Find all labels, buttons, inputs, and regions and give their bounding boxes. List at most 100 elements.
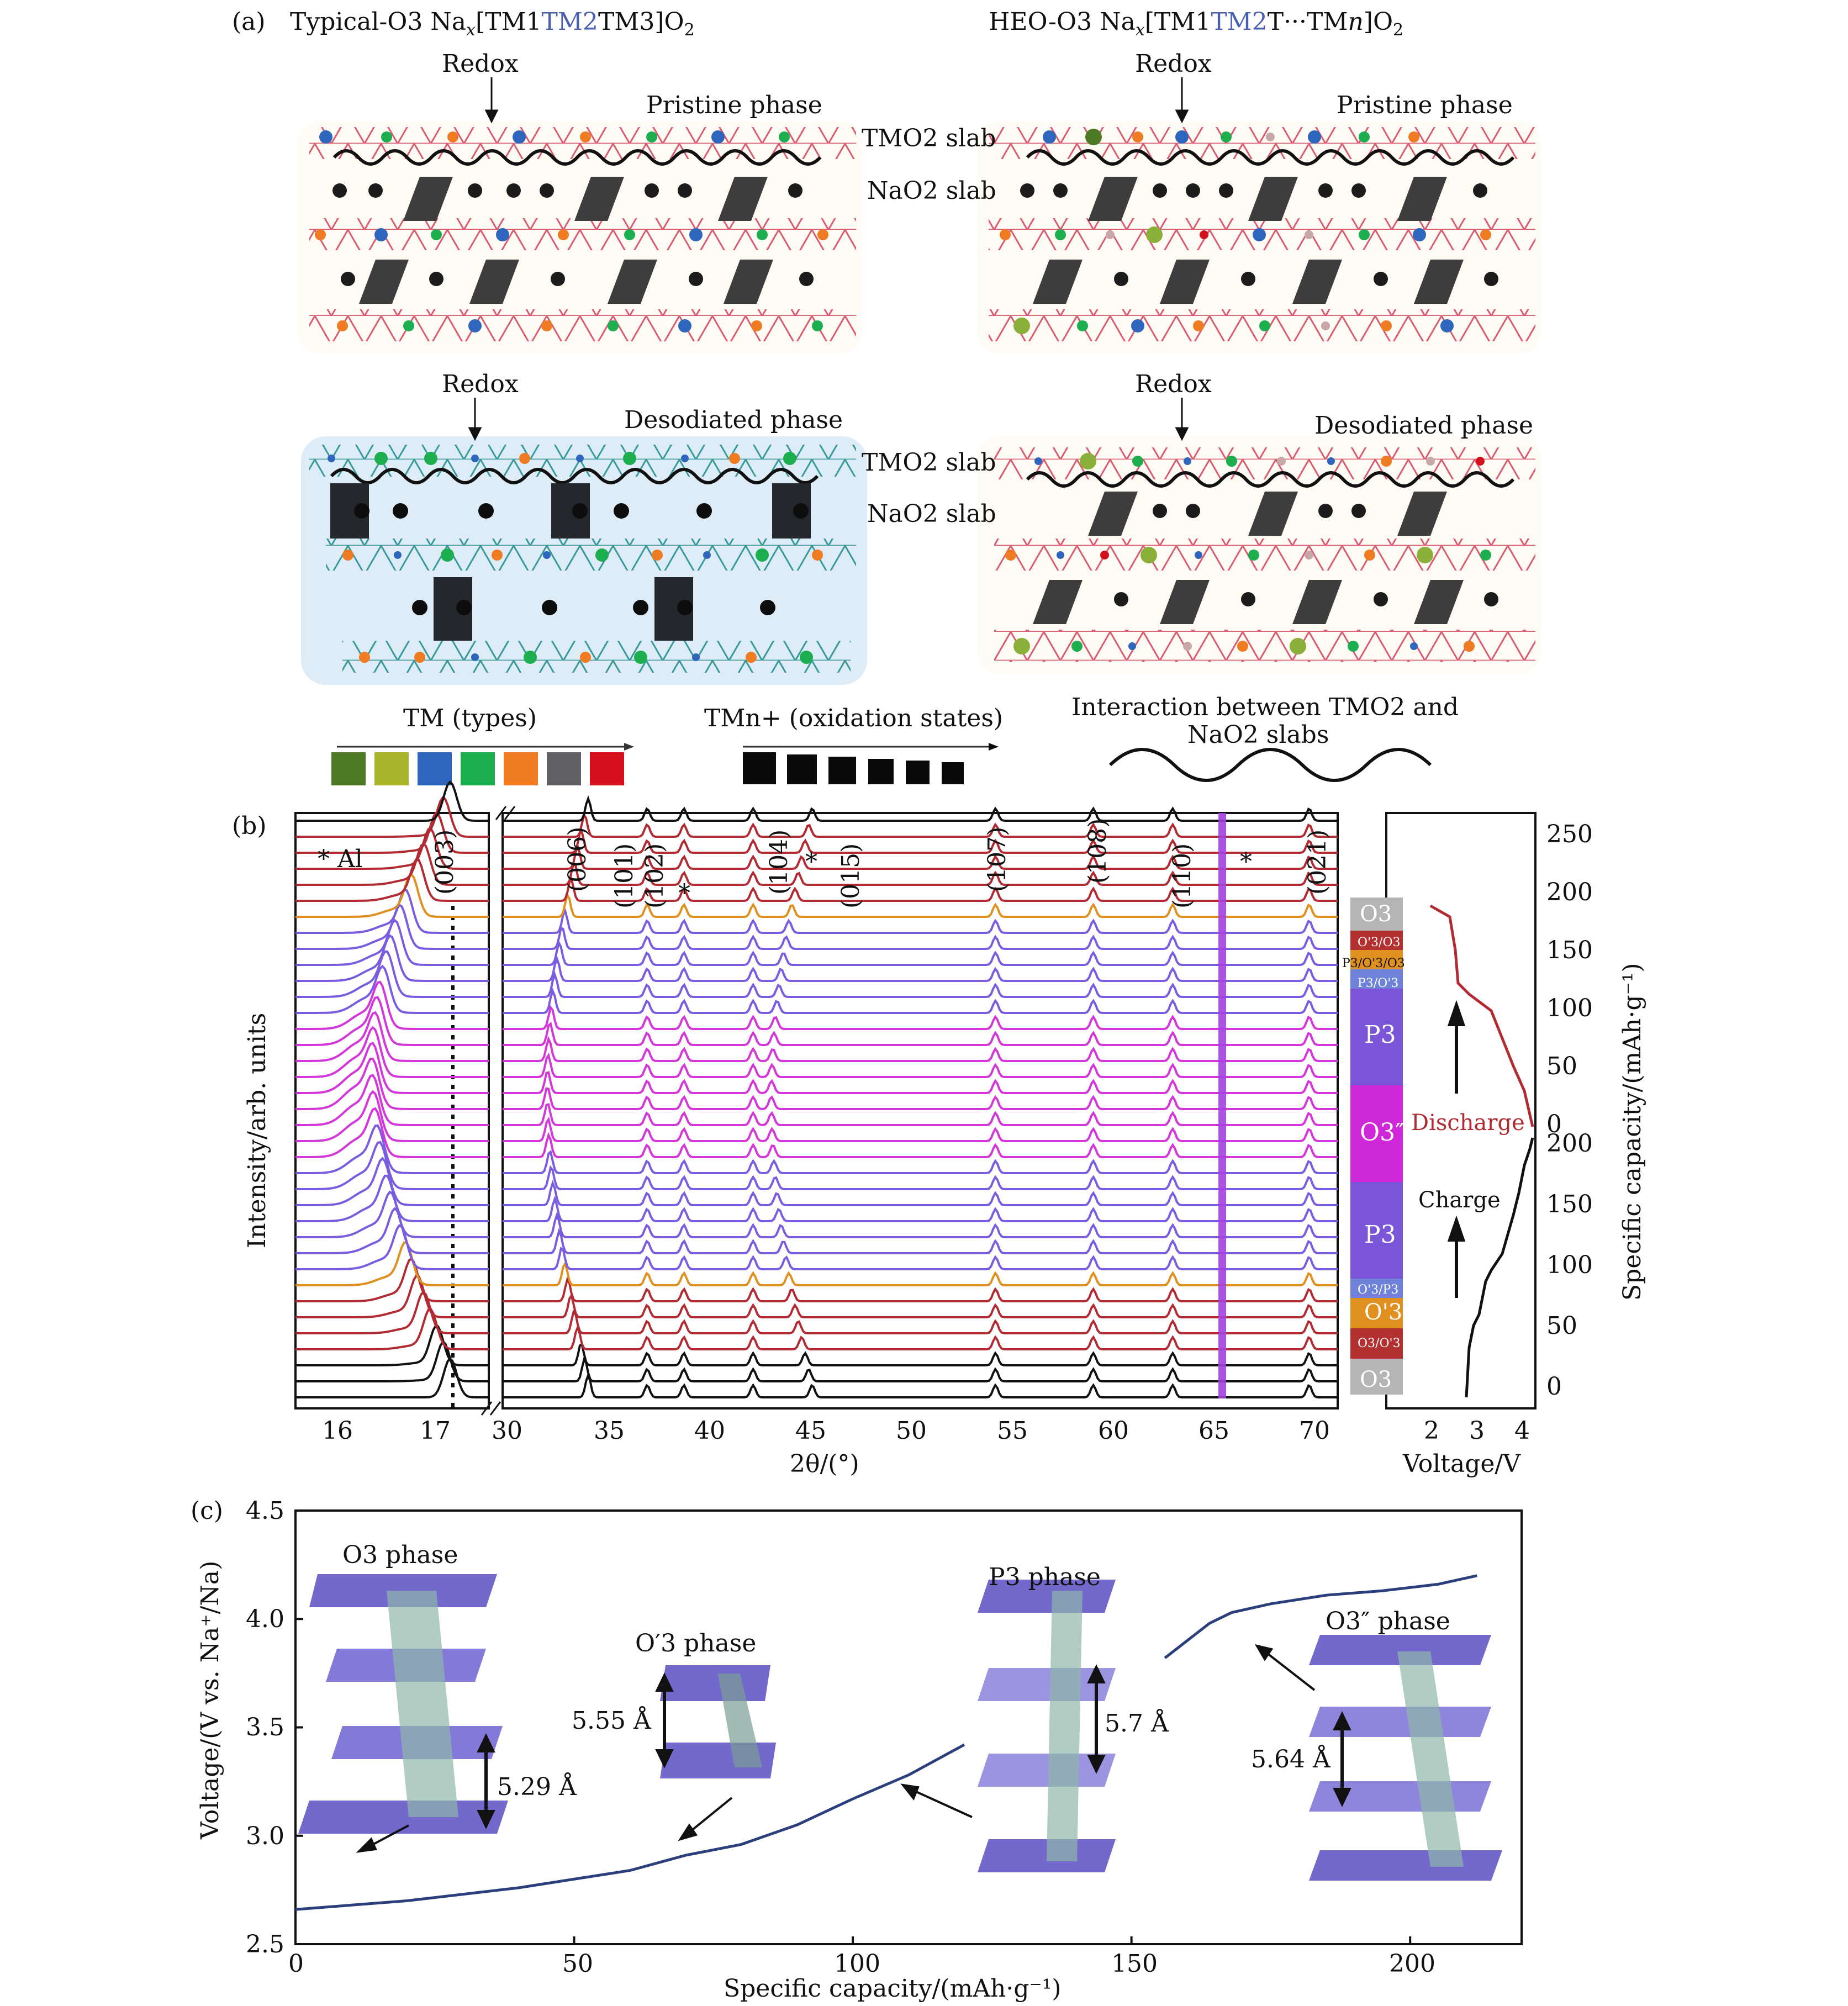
redox-label-1: Redox <box>442 50 519 78</box>
xrd-trace-left <box>295 1324 489 1366</box>
d-spacing-57: 5.7 Å <box>1105 1709 1169 1738</box>
xrd-trace-right <box>503 843 1338 870</box>
tm-swatch-6 <box>590 752 624 785</box>
phase-segment <box>1350 1328 1403 1359</box>
cap-tick-150b: 150 <box>1546 1190 1593 1218</box>
desodiated-phase-left: Desodiated phase <box>624 406 843 434</box>
xrd-trace-right <box>503 971 1338 998</box>
panel-a-title-right: HEO-O3 Nax[TM1TM2T···TMn]O2 <box>989 8 1404 40</box>
xrd-trace-right <box>503 877 1338 902</box>
pristine-phase-right: Pristine phase <box>1337 91 1513 119</box>
cap-tick-0b: 0 <box>1546 1372 1562 1401</box>
xrd-trace-right <box>503 861 1338 886</box>
chart-c-xlabel: Specific capacity/(mAh·g⁻¹) <box>724 1975 1062 2003</box>
o3-phase-label: O3 phase <box>342 1541 458 1569</box>
chart-c-ylabel: Voltage/(V vs. Na⁺/Na) <box>196 1560 224 1839</box>
tm-swatch-1 <box>374 752 409 785</box>
xrd-trace-right <box>503 812 1338 838</box>
xrd-xlabel: 2θ/(°) <box>790 1450 859 1478</box>
tmo2-slab-label-2: TMO2 slab <box>862 448 996 477</box>
discharge-label: Discharge <box>1411 1110 1525 1136</box>
o3p-phase-inset <box>660 1665 776 1778</box>
redox-label-4: Redox <box>1135 370 1212 398</box>
xrd-trace-right <box>503 1052 1338 1078</box>
xrd-trace-right <box>503 1309 1338 1334</box>
o3-phase-inset <box>298 1574 508 1834</box>
xrd-trace-right <box>503 1087 1338 1110</box>
tm-swatch-4 <box>504 752 538 785</box>
x-tick-c-100: 100 <box>834 1950 880 1978</box>
xrd-trace-left <box>295 1074 489 1126</box>
xrd-trace-left <box>295 1241 489 1286</box>
legend-tm-types <box>331 743 634 785</box>
xrd-trace-left <box>295 1257 489 1302</box>
xrd-trace-right <box>503 1005 1338 1030</box>
desodiated-phase-right: Desodiated phase <box>1314 411 1534 440</box>
phase-segment <box>1350 969 1403 989</box>
phase-segment <box>1350 1085 1403 1182</box>
xrd-trace-left <box>295 1290 489 1334</box>
xrd-trace-left <box>295 1057 489 1110</box>
xrd-trace-right <box>503 1247 1338 1270</box>
xrd-trace-left <box>295 950 489 998</box>
desodiated-left-structure <box>309 445 856 673</box>
xrd-trace-right <box>503 892 1338 918</box>
cap-tick-250: 250 <box>1546 820 1593 848</box>
xrd-trace-left <box>295 1011 489 1062</box>
cap-tick-100a: 100 <box>1546 994 1593 1022</box>
xrd-trace-left <box>295 1207 489 1254</box>
xrd-trace-right <box>503 1371 1338 1398</box>
phase-segment <box>1350 950 1403 969</box>
y-tick-2-5: 2.5 <box>246 1930 284 1959</box>
legend-tm-types-label: TM (types) <box>403 704 537 732</box>
d-spacing-555: 5.55 Å <box>572 1707 651 1735</box>
xrd-trace-right <box>503 1132 1338 1159</box>
pristine-left-structure <box>309 127 856 341</box>
x-tick-16: 16 <box>322 1417 353 1445</box>
xrd-trace-left <box>295 1107 489 1158</box>
v-tick-4: 4 <box>1514 1417 1530 1445</box>
xrd-trace-right <box>503 1103 1338 1126</box>
legend-oxidation-label: TMn+ (oxidation states) <box>704 704 1004 732</box>
peak-star-2: * <box>805 848 817 876</box>
tmo2-slab-label-1: TMO2 slab <box>862 124 996 152</box>
cap-tick-50a: 50 <box>1546 1052 1577 1080</box>
phase-segment <box>1350 1182 1403 1279</box>
xrd-trace-right <box>503 1180 1338 1206</box>
xrd-trace-left <box>295 1307 489 1350</box>
voltage-series-charge-high <box>1164 1574 1477 1659</box>
x-tick-45: 45 <box>795 1417 826 1445</box>
xrd-trace-left <box>295 780 489 822</box>
xrd-trace-right <box>503 1116 1338 1142</box>
xrd-trace-left <box>295 1124 489 1174</box>
charge-label: Charge <box>1418 1187 1501 1213</box>
redox-arrows <box>468 77 1189 441</box>
phase-segment <box>1350 931 1403 950</box>
discharge-curve <box>1429 904 1534 1127</box>
xrd-trace-left <box>295 889 489 934</box>
pristine-phase-left: Pristine phase <box>646 91 822 119</box>
legend-interaction-label-2: NaO2 slabs <box>1187 721 1329 749</box>
y-tick-3-0: 3.0 <box>246 1822 284 1850</box>
o3p-phase-label: O′3 phase <box>635 1629 757 1657</box>
phase-segment <box>1350 1279 1403 1298</box>
phase-o3-o3p: O3/O'3 <box>1358 1337 1401 1350</box>
x-tick-65: 65 <box>1198 1417 1229 1445</box>
phase-o3-bottom: O3 <box>1360 1367 1392 1392</box>
cap-tick-100b: 100 <box>1546 1251 1593 1279</box>
y-tick-4-5: 4.5 <box>246 1497 284 1525</box>
legend-wave <box>1108 748 1432 782</box>
legend-oxidation-states <box>743 743 999 784</box>
xrd-trace-right <box>503 1165 1338 1190</box>
tm-swatch-2 <box>418 752 452 785</box>
x-tick-c-50: 50 <box>562 1950 593 1978</box>
xrd-trace-left <box>295 1340 489 1382</box>
tm-swatch-0 <box>331 752 366 785</box>
xrd-trace-right <box>503 1357 1338 1382</box>
phase-o3-top: O3 <box>1360 901 1392 927</box>
redox-label-3: Redox <box>442 370 519 398</box>
cap-tick-0a: 0 <box>1546 1110 1562 1138</box>
xrd-trace-right <box>503 988 1338 1014</box>
xrd-trace-left <box>295 1357 489 1398</box>
